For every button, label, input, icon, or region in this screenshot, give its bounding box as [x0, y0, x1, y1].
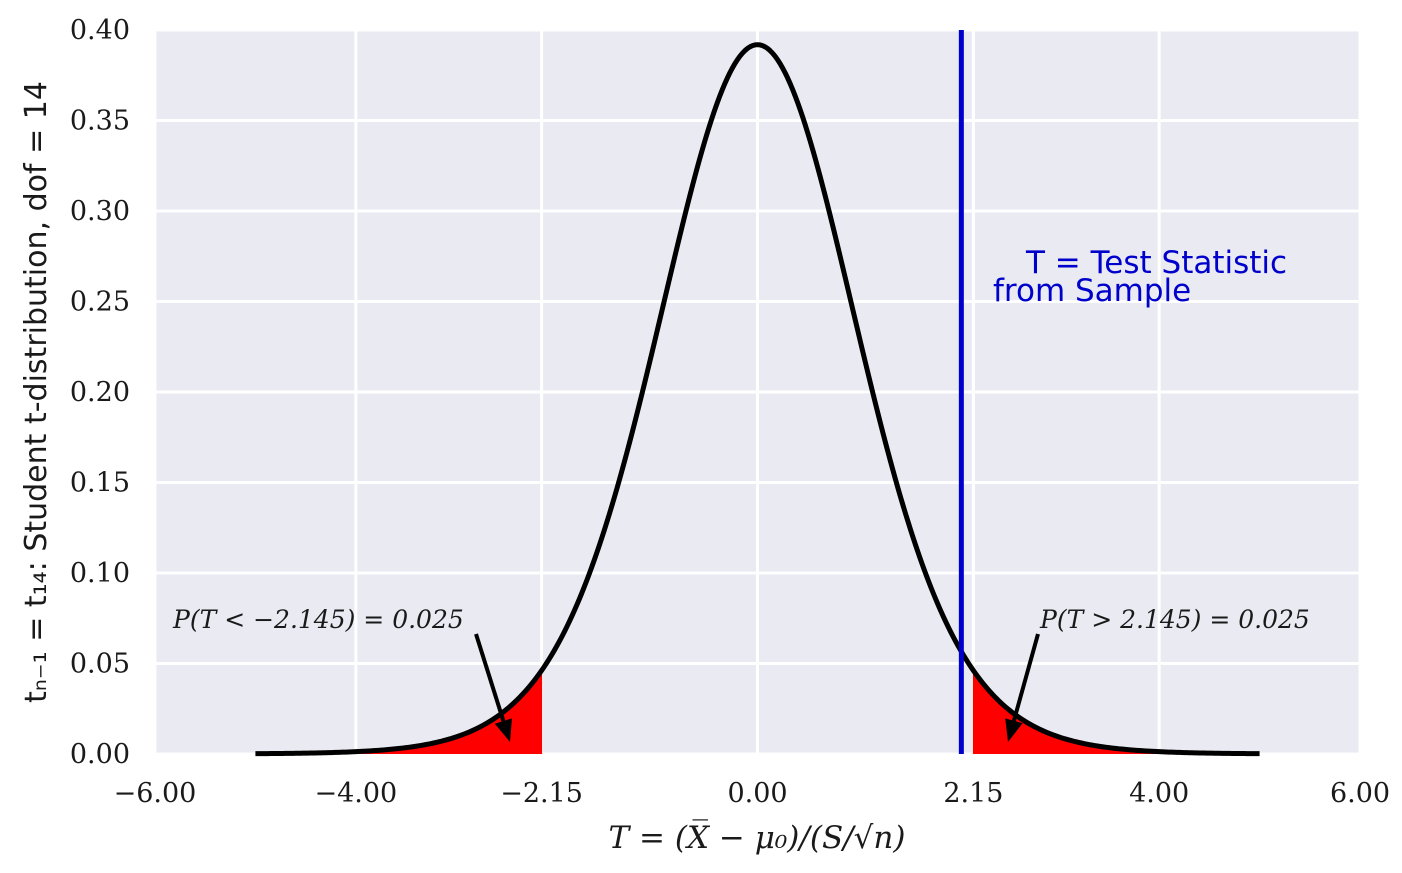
x-tick-label: −4.00 — [314, 778, 397, 809]
y-tick-label: 0.10 — [70, 558, 130, 589]
x-tick-label: 2.15 — [943, 778, 1003, 809]
x-tick-label: 6.00 — [1330, 778, 1390, 809]
x-tick-label: 4.00 — [1129, 778, 1189, 809]
y-tick-label: 0.15 — [70, 468, 130, 499]
y-tick-label: 0.40 — [70, 15, 130, 46]
test-statistic-label-line1: T = Test Statistic — [1025, 245, 1287, 281]
y-tick-label: 0.00 — [70, 739, 130, 770]
test-statistic-label-line2: from Sample — [993, 273, 1191, 309]
right-tail-arrow — [1005, 633, 1040, 742]
y-tick-label: 0.20 — [70, 377, 130, 408]
x-tick-label: −2.15 — [500, 778, 583, 809]
x-tick-label: −6.00 — [114, 778, 197, 809]
y-axis-label: tₙ₋₁ = t₁₄: Student t-distribution, dof … — [19, 81, 54, 703]
y-tick-label: 0.30 — [70, 196, 130, 227]
x-tick-labels: −6.00 −4.00 −2.15 0.00 2.15 4.00 6.00 — [114, 778, 1390, 809]
x-tick-label: 0.00 — [727, 778, 787, 809]
y-tick-labels: 0.00 0.05 0.10 0.15 0.20 0.25 0.30 0.35 0.40 — [70, 15, 130, 770]
left-tail-arrow — [474, 633, 512, 742]
y-tick-label: 0.25 — [70, 287, 130, 318]
right-tail-annotation: P(T > 2.145) = 0.025 — [1039, 605, 1310, 634]
x-axis-label: T = (X̅ − μ₀)/(S/√n) — [609, 817, 906, 856]
left-tail-annotation: P(T < −2.145) = 0.025 — [172, 605, 464, 634]
density-curve — [255, 42, 1260, 757]
annotation-arrows — [474, 633, 1040, 742]
y-tick-label: 0.05 — [70, 649, 130, 680]
y-tick-label: 0.35 — [70, 106, 130, 137]
